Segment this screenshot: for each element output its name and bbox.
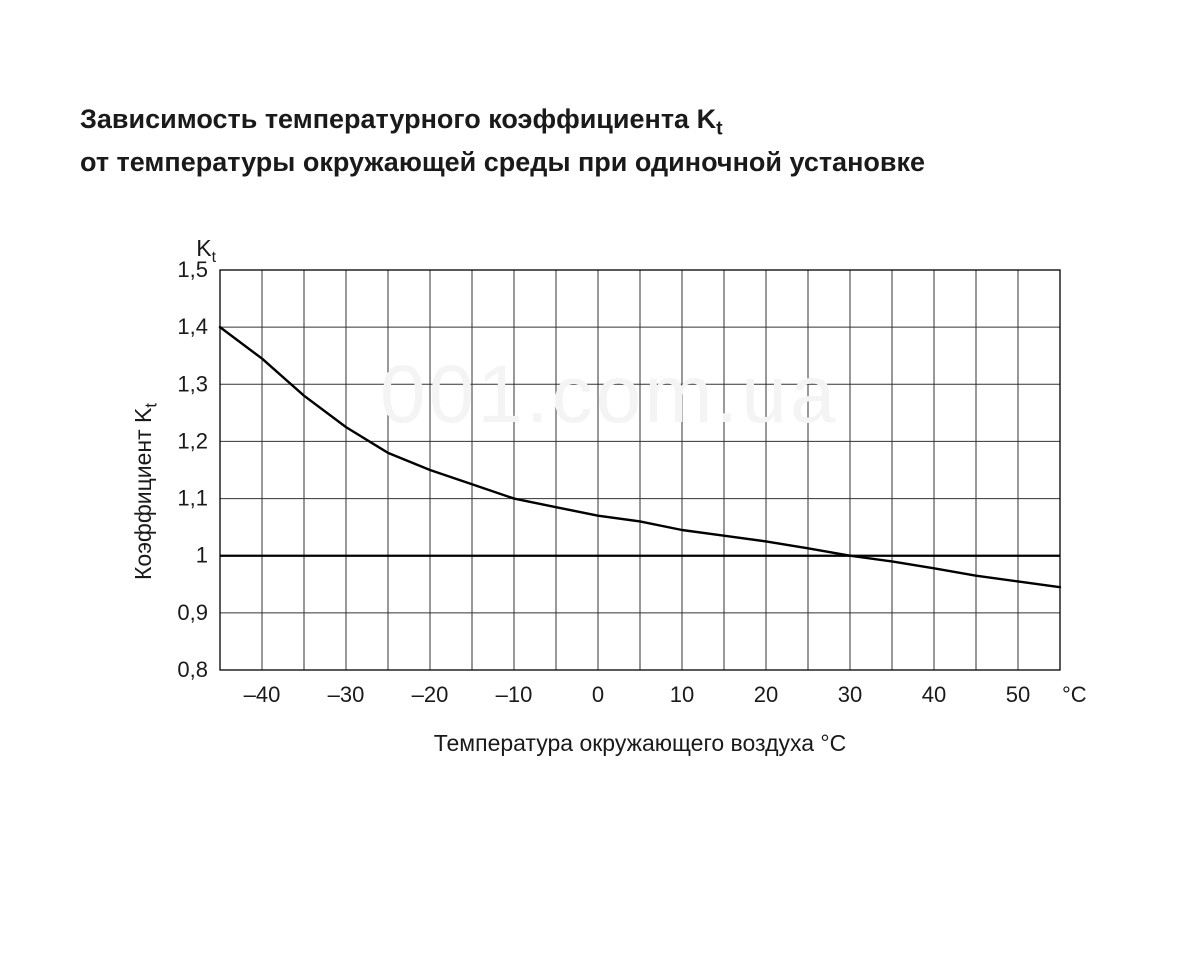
y-tick-label: 1,1 xyxy=(177,486,208,511)
y-axis-label: Коэффициент Kt xyxy=(130,403,162,580)
chart-container: 001.com.ua 0,80,911,11,21,31,41,5–40–30–… xyxy=(110,230,1110,780)
x-tick-label: –30 xyxy=(328,682,365,707)
x-tick-label: 50 xyxy=(1006,682,1030,707)
title-line1-sub: t xyxy=(716,117,722,139)
y-tick-label: 0,9 xyxy=(177,600,208,625)
x-tick-label: 20 xyxy=(754,682,778,707)
y-tick-label: 1 xyxy=(196,543,208,568)
x-tick-label: –40 xyxy=(244,682,281,707)
x-axis-label: Температура окружающего воздуха °C xyxy=(360,730,920,757)
y-tick-label: 1,3 xyxy=(177,371,208,396)
x-tick-label: –10 xyxy=(496,682,533,707)
y-tick-label: 1,4 xyxy=(177,314,208,339)
x-tick-label: 0 xyxy=(592,682,604,707)
y-tick-label: 0,8 xyxy=(177,657,208,682)
x-tick-label: 10 xyxy=(670,682,694,707)
x-tick-label: 30 xyxy=(838,682,862,707)
title-line2: от температуры окружающей среды при один… xyxy=(80,147,925,177)
title-line1-pre: Зависимость температурного коэффициента … xyxy=(80,104,716,134)
chart-title: Зависимость температурного коэффициента … xyxy=(80,100,1080,182)
x-unit-label: °C xyxy=(1062,682,1087,707)
x-tick-label: 40 xyxy=(922,682,946,707)
x-tick-label: –20 xyxy=(412,682,449,707)
y-tick-label: 1,2 xyxy=(177,428,208,453)
chart-svg: 0,80,911,11,21,31,41,5–40–30–20–10010203… xyxy=(110,230,1110,780)
